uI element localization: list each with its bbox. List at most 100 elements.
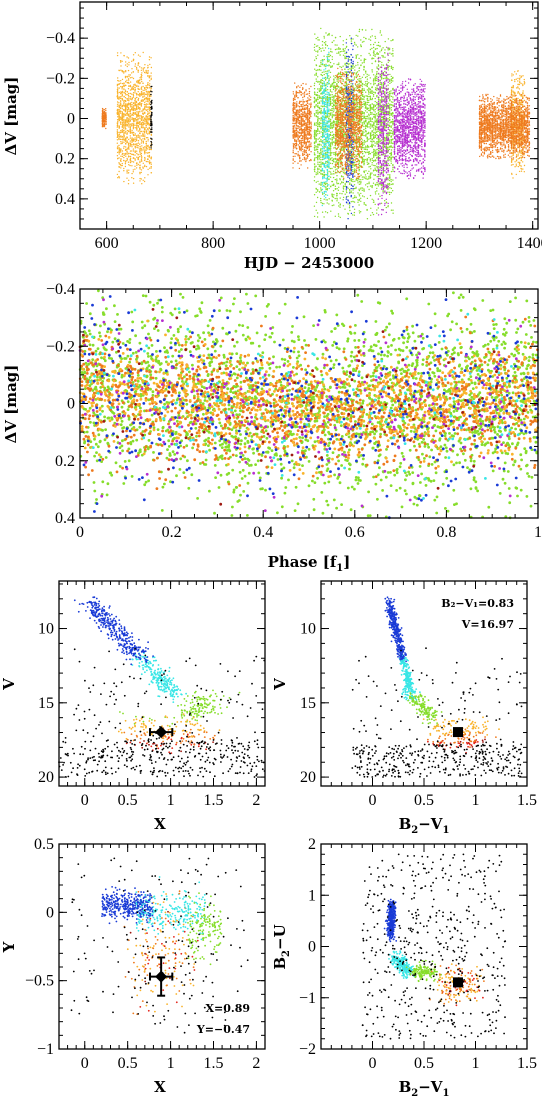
data-point (303, 140, 305, 143)
data-point (331, 99, 334, 101)
data-point (372, 43, 375, 46)
data-point (102, 109, 104, 111)
data-point (143, 92, 146, 94)
data-point (148, 102, 150, 104)
data-point (145, 100, 147, 102)
data-point (149, 80, 151, 82)
data-point (344, 48, 346, 50)
data-point (339, 183, 342, 185)
data-point (330, 65, 332, 67)
data-point (150, 57, 152, 59)
data-point (325, 199, 327, 201)
data-point (392, 212, 394, 214)
data-point (120, 155, 122, 157)
data-point (117, 77, 119, 79)
data-point (148, 133, 150, 135)
data-point (369, 173, 372, 176)
data-point (147, 128, 149, 131)
data-point (313, 135, 316, 137)
data-point (300, 84, 302, 87)
data-point (134, 92, 136, 94)
data-point (317, 150, 319, 153)
data-point (105, 109, 107, 112)
data-point (376, 71, 378, 73)
data-point (366, 149, 368, 151)
data-point (118, 106, 121, 109)
data-point (342, 65, 344, 67)
data-point (326, 61, 329, 63)
data-point (132, 157, 134, 159)
data-point (363, 100, 365, 103)
data-point (314, 33, 316, 35)
data-point (144, 117, 146, 119)
data-point (330, 210, 332, 212)
data-point (331, 173, 333, 175)
data-point (147, 137, 149, 139)
data-point (292, 120, 295, 122)
data-point (302, 129, 304, 131)
data-point (142, 126, 144, 128)
data-point (131, 125, 133, 127)
data-point (318, 39, 320, 41)
data-point (380, 34, 383, 36)
data-point (139, 95, 141, 98)
data-point (292, 132, 295, 134)
data-point (373, 149, 375, 151)
data-point (116, 88, 119, 91)
data-point (136, 136, 138, 138)
data-point (378, 138, 380, 141)
data-point (123, 139, 125, 141)
data-point (129, 145, 131, 147)
data-point (374, 145, 376, 147)
data-point (313, 113, 316, 115)
data-point (139, 111, 141, 113)
data-point (314, 129, 316, 131)
data-point (125, 128, 127, 130)
data-point (353, 196, 356, 199)
data-point (320, 144, 322, 146)
data-point (366, 132, 368, 135)
data-point (116, 147, 119, 149)
data-point (336, 80, 338, 82)
data-point (129, 96, 131, 98)
data-point (124, 142, 127, 145)
data-point (149, 167, 151, 169)
data-point (131, 138, 133, 140)
data-point (328, 159, 330, 161)
data-point (387, 191, 389, 193)
data-point (325, 89, 327, 91)
data-point (151, 127, 153, 129)
data-point (151, 85, 153, 88)
data-point (305, 159, 307, 161)
data-point (390, 132, 392, 134)
data-point (132, 177, 135, 180)
data-point (131, 106, 133, 108)
data-point (120, 143, 122, 145)
data-point (103, 123, 105, 125)
data-point (323, 120, 325, 122)
data-point (131, 60, 133, 62)
data-point (150, 172, 152, 174)
data-point (365, 84, 367, 87)
data-point (336, 160, 338, 162)
data-point (325, 126, 327, 128)
data-point (139, 117, 141, 120)
data-point (103, 119, 105, 121)
data-point (149, 148, 151, 151)
data-point (121, 60, 123, 62)
data-point (355, 34, 357, 37)
data-point (140, 139, 142, 141)
data-point (389, 131, 391, 134)
data-point (389, 175, 391, 177)
data-point (379, 99, 381, 101)
data-point (292, 125, 294, 128)
data-point (344, 148, 346, 150)
data-point (295, 139, 297, 141)
data-point (123, 127, 125, 129)
data-point (123, 132, 125, 135)
data-point (120, 101, 122, 103)
data-point (139, 77, 141, 79)
data-point (363, 146, 365, 149)
data-point (126, 170, 128, 173)
data-point (135, 138, 138, 140)
